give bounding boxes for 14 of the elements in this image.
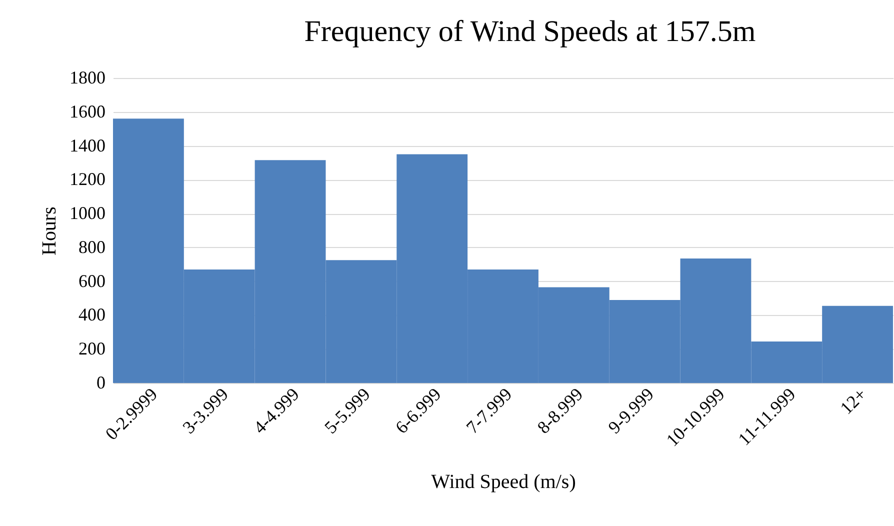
y-axis-title: Hours	[38, 206, 60, 256]
y-tick-label: 600	[78, 270, 106, 291]
x-axis-title: Wind Speed (m/s)	[431, 471, 576, 494]
y-tick-label: 1200	[70, 169, 106, 190]
y-tick-label: 1600	[70, 101, 106, 122]
y-tick-label: 1000	[70, 203, 106, 224]
y-tick-label: 400	[78, 304, 106, 325]
x-tick-label: 12+	[836, 384, 870, 418]
y-tick-label: 800	[78, 236, 106, 257]
y-tick-label: 0	[96, 372, 106, 392]
chart-title: Frequency of Wind Speeds at 157.5m	[304, 15, 756, 48]
y-tick-label: 200	[78, 338, 106, 359]
y-tick-label: 1800	[70, 68, 106, 88]
y-tick-label: 1400	[70, 135, 106, 156]
